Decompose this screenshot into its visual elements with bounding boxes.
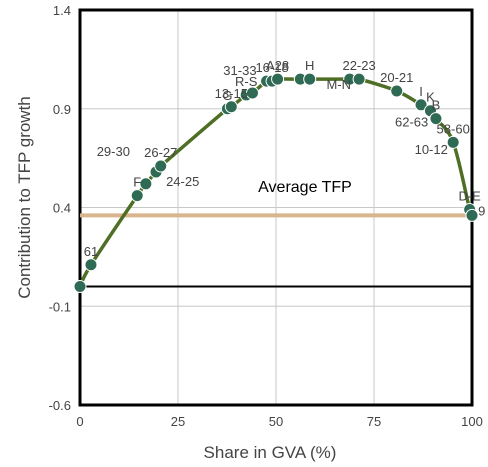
data-point: [139, 177, 153, 191]
x-axis-title: Share in GVA (%): [204, 443, 337, 462]
data-point: [73, 280, 87, 293]
data-point: [465, 208, 479, 222]
x-tick-labels: 0 25 50 75 100: [76, 414, 482, 429]
point-label: 13-15: [215, 86, 248, 101]
data-point: [224, 100, 238, 114]
data-point: [245, 86, 259, 100]
data-point: [429, 112, 443, 126]
data-point: [390, 84, 404, 98]
point-label: D-E: [458, 188, 481, 203]
point-label: 29-30: [97, 144, 130, 159]
point-label: 9: [478, 203, 485, 218]
point-label: 26-27: [144, 145, 177, 160]
point-label: 10-12: [415, 142, 448, 157]
average-tfp-label: Average TFP: [258, 179, 352, 196]
point-label: K: [426, 90, 435, 105]
x-tick-label: 25: [171, 414, 185, 429]
x-tick-label: 75: [367, 414, 381, 429]
point-label: 16-18: [255, 60, 288, 75]
point-label: 22-23: [342, 58, 375, 73]
y-tick-label: -0.1: [49, 299, 71, 314]
point-label: H: [305, 58, 314, 73]
x-tick-label: 100: [461, 414, 483, 429]
y-tick-label: -0.6: [49, 398, 71, 413]
point-label: 31-33: [223, 63, 256, 78]
data-point: [352, 72, 366, 86]
point-label: G: [222, 88, 232, 103]
y-tick-label: 0.9: [53, 102, 71, 117]
data-point: [154, 159, 168, 173]
data-point: [271, 72, 285, 86]
point-label: R-S: [235, 74, 258, 89]
point-label: 61: [84, 244, 98, 259]
point-label: 20-21: [380, 70, 413, 85]
data-point: [446, 135, 460, 149]
data-point: [303, 72, 317, 86]
y-tick-label: 1.4: [53, 3, 71, 18]
data-point: [414, 98, 428, 112]
data-point: [84, 258, 98, 272]
point-label: B: [432, 98, 441, 113]
point-label: 62-63: [395, 115, 428, 130]
y-axis-title: Contribution to TFP growth: [15, 96, 34, 299]
x-tick-label: 50: [269, 414, 283, 429]
x-tick-label: 0: [76, 414, 83, 429]
point-label: I: [419, 84, 423, 99]
point-label: 58-60: [437, 121, 470, 136]
point-label: 24-25: [166, 174, 199, 189]
point-label: M-N: [326, 77, 351, 92]
y-tick-label: 0.4: [53, 201, 71, 216]
data-point: [130, 189, 144, 203]
y-tick-labels: -0.6 -0.1 0.4 0.9 1.4: [49, 3, 71, 413]
point-label: F: [133, 175, 141, 190]
point-label: A28: [266, 58, 289, 73]
